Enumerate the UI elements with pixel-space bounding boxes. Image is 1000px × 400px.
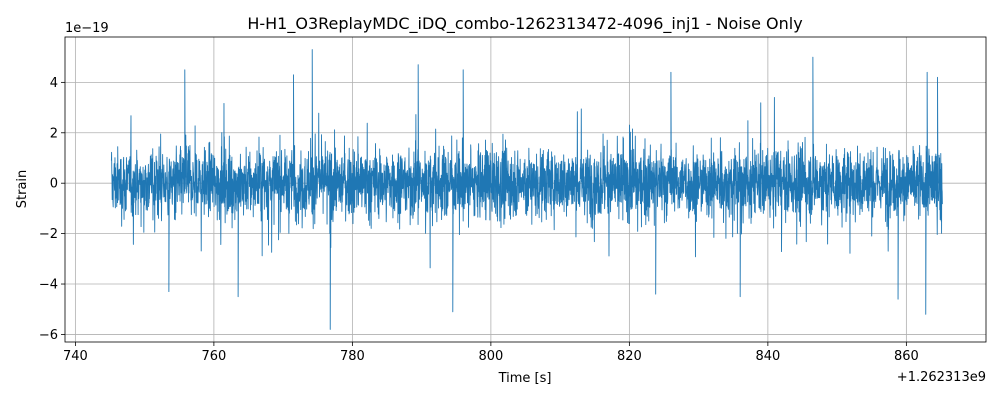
strain-series-line <box>110 49 943 330</box>
x-tick-label: 780 <box>340 349 365 364</box>
y-tick-label: −6 <box>39 328 58 343</box>
x-axis: 740 760 780 800 820 840 860 <box>63 342 919 364</box>
y-tick-label: 2 <box>50 126 58 141</box>
x-tick-label: 740 <box>63 349 88 364</box>
x-tick-label: 860 <box>894 349 919 364</box>
y-axis-label: Strain <box>15 170 30 209</box>
y-tick-label: 0 <box>50 177 58 192</box>
x-tick-label: 760 <box>201 349 226 364</box>
chart-title: H-H1_O3ReplayMDC_iDQ_combo-1262313472-40… <box>247 14 802 34</box>
x-tick-label: 820 <box>617 349 642 364</box>
y-tick-label: −2 <box>39 227 58 242</box>
plot-frame <box>64 36 987 343</box>
x-tick-label: 840 <box>755 349 780 364</box>
series-layer <box>110 49 943 330</box>
y-multiplier-label: 1e−19 <box>65 21 109 36</box>
y-axis: −6 −4 −2 0 2 4 <box>39 76 65 343</box>
x-offset-label: +1.262313e9 <box>897 370 986 385</box>
x-tick-label: 800 <box>478 349 503 364</box>
x-axis-label: Time [s] <box>498 371 552 386</box>
y-tick-label: 4 <box>50 76 58 91</box>
y-tick-label: −4 <box>39 278 58 293</box>
